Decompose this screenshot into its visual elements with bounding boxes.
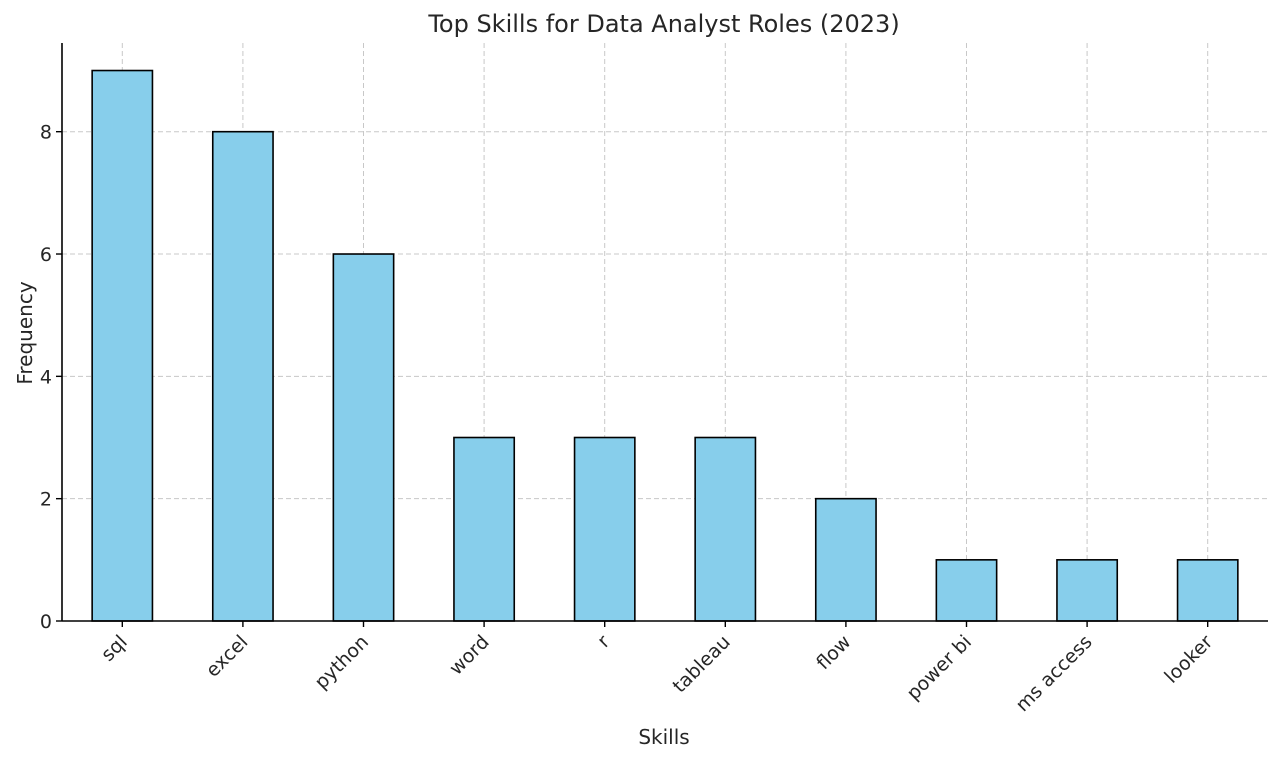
- chart-title: Top Skills for Data Analyst Roles (2023): [427, 10, 899, 38]
- x-tick-label: r: [593, 631, 614, 652]
- bar-word: [453, 436, 516, 622]
- bar-r: [573, 436, 636, 622]
- bar-excel: [211, 130, 274, 622]
- bars: [91, 69, 1239, 622]
- y-ticks: 0 2 4 6 8: [40, 122, 62, 633]
- y-tick-label: 2: [40, 489, 52, 511]
- bar-power-bi: [935, 559, 998, 622]
- x-tick-label: sql: [97, 631, 132, 666]
- x-tick-label: word: [445, 631, 494, 680]
- y-tick-label: 0: [40, 611, 52, 633]
- bar-python: [332, 253, 395, 622]
- x-tick-label: flow: [812, 631, 855, 674]
- bar-sql: [91, 69, 154, 622]
- bar-ms-access: [1056, 559, 1119, 622]
- axes: [61, 43, 1268, 622]
- x-ticks: sql excel python word r tableau flow power bi ms…: [97, 621, 1217, 716]
- x-tick-label: looker: [1160, 631, 1217, 688]
- x-tick-label: tableau: [669, 631, 735, 697]
- y-axis-label: Frequency: [13, 281, 37, 384]
- x-tick-label: excel: [202, 631, 253, 682]
- y-tick-label: 4: [40, 366, 52, 388]
- x-tick-label: power bi: [902, 631, 976, 705]
- x-axis-label: Skills: [638, 725, 689, 749]
- bar-tableau: [694, 436, 757, 622]
- bar-flow: [814, 497, 877, 622]
- y-tick-label: 8: [40, 122, 52, 144]
- y-tick-label: 6: [40, 244, 52, 266]
- bar-looker: [1176, 559, 1239, 622]
- x-tick-label: python: [310, 631, 373, 694]
- x-tick-label: ms access: [1011, 631, 1096, 716]
